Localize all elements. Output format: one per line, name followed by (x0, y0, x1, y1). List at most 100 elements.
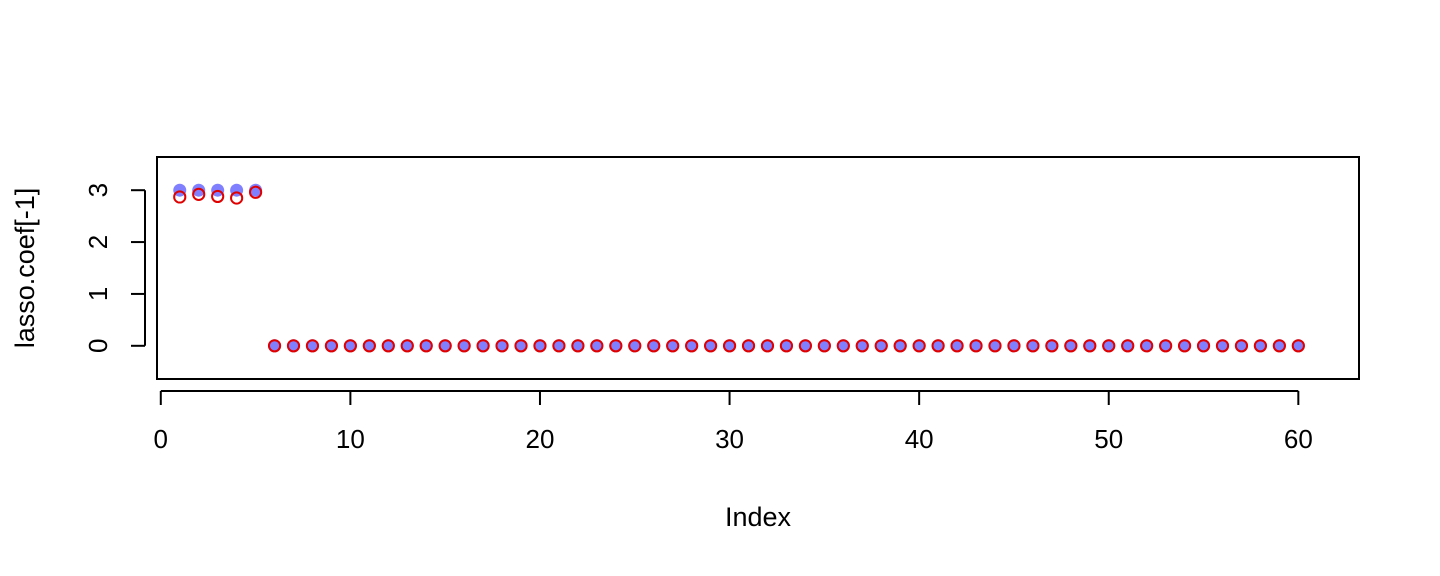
filled-point-13 (400, 339, 414, 353)
filled-point-25 (628, 339, 642, 353)
filled-point-59 (1272, 339, 1286, 353)
filled-point-39 (893, 339, 907, 353)
filled-point-2 (192, 183, 206, 197)
open-point-48 (1064, 339, 1078, 353)
filled-point-60 (1291, 339, 1305, 353)
filled-point-16 (457, 339, 471, 353)
y-tick-label-3: 3 (83, 183, 113, 197)
open-point-29 (704, 339, 718, 353)
open-point-11 (362, 339, 376, 353)
y-tick-label-0: 0 (83, 339, 113, 353)
filled-point-43 (969, 339, 983, 353)
open-point-32 (760, 339, 775, 353)
x-tick-label-6: 60 (1284, 424, 1313, 454)
filled-point-22 (571, 339, 585, 353)
filled-point-42 (950, 339, 964, 353)
filled-point-30 (723, 339, 737, 353)
open-point-33 (779, 339, 794, 353)
filled-point-36 (836, 339, 850, 353)
filled-point-37 (855, 339, 869, 353)
open-point-43 (969, 339, 983, 353)
y-axis: 0 1 2 3 (83, 183, 146, 353)
open-point-53 (1159, 339, 1173, 353)
series-filled-points (173, 183, 1305, 353)
filled-point-48 (1064, 339, 1078, 353)
open-point-10 (343, 339, 357, 353)
open-point-47 (1045, 339, 1059, 353)
open-point-13 (400, 339, 414, 353)
open-point-41 (931, 339, 945, 353)
filled-point-32 (760, 339, 774, 353)
filled-point-44 (988, 339, 1002, 353)
open-point-55 (1196, 339, 1211, 353)
open-point-23 (590, 339, 604, 353)
filled-point-54 (1178, 339, 1192, 353)
open-point-25 (628, 339, 642, 353)
open-point-17 (476, 339, 490, 353)
open-point-6 (267, 339, 282, 353)
x-tick-label-5: 50 (1094, 424, 1123, 454)
filled-point-29 (704, 339, 718, 353)
filled-point-53 (1159, 339, 1173, 353)
filled-point-47 (1045, 339, 1059, 353)
open-point-59 (1272, 339, 1286, 353)
y-tick-label-1: 1 (83, 287, 113, 301)
open-point-40 (912, 339, 926, 353)
filled-point-14 (419, 339, 433, 353)
filled-point-51 (1121, 339, 1135, 353)
filled-point-52 (1140, 339, 1154, 353)
x-tick-label-2: 20 (526, 424, 555, 454)
x-tick-label-1: 10 (336, 424, 365, 454)
filled-point-40 (912, 339, 926, 353)
open-point-4 (230, 191, 244, 205)
filled-point-31 (742, 339, 756, 353)
open-point-45 (1007, 339, 1021, 353)
filled-point-8 (305, 339, 319, 353)
open-point-36 (836, 339, 850, 353)
filled-point-55 (1197, 339, 1211, 353)
filled-point-45 (1007, 339, 1021, 353)
open-point-28 (685, 339, 699, 353)
filled-point-19 (514, 339, 528, 353)
open-point-19 (514, 339, 528, 353)
filled-point-26 (647, 339, 661, 353)
open-point-22 (571, 339, 585, 353)
open-point-2 (192, 187, 206, 201)
filled-point-28 (685, 339, 699, 353)
open-point-1 (173, 190, 187, 204)
open-point-27 (666, 339, 680, 353)
open-point-15 (438, 339, 452, 353)
open-point-60 (1291, 339, 1305, 353)
open-point-56 (1215, 339, 1230, 353)
open-point-26 (647, 339, 661, 353)
open-point-8 (305, 339, 320, 353)
open-point-39 (893, 339, 907, 353)
filled-point-58 (1253, 339, 1267, 353)
x-tick-label-0: 0 (154, 424, 168, 454)
open-point-42 (950, 339, 964, 353)
filled-point-23 (590, 339, 604, 353)
open-point-38 (874, 339, 888, 353)
filled-point-6 (268, 339, 282, 353)
open-point-35 (817, 339, 831, 353)
filled-point-9 (324, 339, 338, 353)
x-axis: 0 10 20 30 40 50 60 (154, 390, 1313, 454)
filled-point-41 (931, 339, 945, 353)
filled-point-12 (381, 339, 395, 353)
x-tick-label-4: 40 (905, 424, 934, 454)
open-point-16 (457, 339, 471, 353)
y-tick-label-2: 2 (83, 235, 113, 249)
open-point-21 (552, 339, 566, 353)
filled-point-20 (533, 339, 547, 353)
plot-frame (156, 156, 1360, 380)
filled-point-15 (438, 339, 452, 353)
open-point-14 (419, 339, 433, 353)
open-point-49 (1083, 339, 1097, 353)
open-point-24 (609, 339, 623, 353)
open-point-44 (988, 339, 1002, 353)
y-axis-label: lasso.coef[-1] (10, 188, 40, 349)
open-point-54 (1177, 339, 1192, 353)
filled-point-49 (1083, 339, 1097, 353)
open-point-51 (1121, 339, 1135, 353)
